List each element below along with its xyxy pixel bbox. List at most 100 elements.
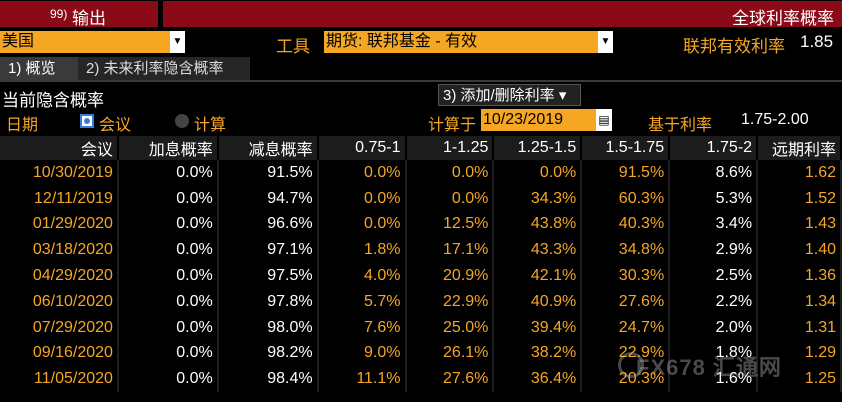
date-label: 日期: [6, 117, 39, 134]
table-cell: 96.6%: [217, 211, 319, 238]
probability-table: 会议 加息概率 减息概率 0.75-1 1-1.25 1.25-1.5 1.5-…: [0, 136, 842, 393]
table-cell: 5.3%: [669, 185, 759, 212]
table-cell: 1.34: [757, 288, 842, 315]
calc-date-input[interactable]: 10/23/2019: [481, 109, 597, 131]
table-row[interactable]: 03/18/2020 0.0% 97.1% 1.8% 17.1% 43.3% 34.8% 2.…: [0, 237, 842, 264]
table-cell: 0.0%: [317, 211, 407, 238]
table-cell: 22.9%: [405, 288, 495, 315]
tab-overview[interactable]: 1) 概览: [0, 57, 80, 80]
tool-select[interactable]: 期货: 联邦基金 - 有效: [324, 31, 599, 53]
meeting-date-cell: 11/05/2020: [0, 366, 119, 393]
table-cell: 12.5%: [405, 211, 495, 238]
column-header[interactable]: 1.75-2: [669, 136, 759, 160]
output-command-button[interactable]: 99) 输出: [0, 1, 158, 28]
table-cell: 2.5%: [669, 263, 759, 289]
meeting-date-cell: 09/16/2020: [0, 340, 119, 367]
table-cell: 97.1%: [217, 237, 319, 264]
tool-dropdown-icon[interactable]: ▼: [598, 31, 613, 53]
title-bar: 全球利率概率: [163, 1, 842, 28]
table-row[interactable]: 07/29/2020 0.0% 98.0% 7.6% 25.0% 39.4% 24.7% 2.…: [0, 314, 842, 341]
table-cell: 34.3%: [493, 185, 583, 212]
table-cell: 11.1%: [317, 366, 407, 393]
table-header-row: 会议 加息概率 减息概率 0.75-1 1-1.25 1.25-1.5 1.5-…: [0, 136, 842, 160]
based-on-rate-value: 1.75-2.00: [741, 111, 809, 128]
table-row[interactable]: 06/10/2020 0.0% 97.8% 5.7% 22.9% 40.9% 27.6% 2.…: [0, 288, 842, 315]
meeting-date-cell: 07/29/2020: [0, 314, 119, 341]
section-title: 当前隐含概率: [2, 91, 104, 110]
table-cell: 0.0%: [117, 263, 219, 289]
meeting-date-cell: 03/18/2020: [0, 237, 119, 264]
table-cell: 0.0%: [405, 185, 495, 212]
table-cell: 7.6%: [317, 314, 407, 341]
table-body: 10/30/2019 0.0% 91.5% 0.0% 0.0% 0.0% 91.5% 8.6%…: [0, 160, 842, 393]
watermark: FX678 汇通网: [636, 355, 782, 380]
table-row[interactable]: 12/11/2019 0.0% 94.7% 0.0% 0.0% 34.3% 60.3% 5.3…: [0, 185, 842, 212]
table-cell: 1.25: [757, 366, 842, 393]
table-cell: 39.4%: [493, 314, 583, 341]
column-header[interactable]: 远期利率: [757, 136, 842, 160]
table-cell: 1.8%: [669, 340, 759, 367]
table-row[interactable]: 09/16/2020 0.0% 98.2% 9.0% 26.1% 38.2% 22.9% 1.…: [0, 340, 842, 367]
column-header[interactable]: 加息概率: [117, 136, 219, 160]
table-cell: 97.8%: [217, 288, 319, 315]
table-cell: 36.4%: [493, 366, 583, 393]
meeting-radio-label[interactable]: 会议: [99, 117, 132, 134]
table-cell: 0.0%: [117, 237, 219, 264]
table-cell: 0.0%: [493, 160, 583, 186]
column-header[interactable]: 1-1.25: [405, 136, 495, 160]
calc-on-label: 计算于: [428, 117, 477, 134]
table-cell: 38.2%: [493, 340, 583, 367]
table-row[interactable]: 01/29/2020 0.0% 96.6% 0.0% 12.5% 43.8% 40.3% 3.…: [0, 211, 842, 238]
command-number: 99): [50, 7, 68, 21]
calc-radio[interactable]: [175, 114, 189, 128]
table-cell: 91.5%: [581, 160, 671, 186]
table-cell: 91.5%: [217, 160, 319, 186]
table-cell: 0.0%: [117, 160, 219, 186]
column-header[interactable]: 1.25-1.5: [493, 136, 583, 160]
table-cell: 1.6%: [669, 366, 759, 393]
table-cell: 1.43: [757, 211, 842, 238]
table-row[interactable]: 10/30/2019 0.0% 91.5% 0.0% 0.0% 0.0% 91.5% 8.6%…: [0, 160, 842, 186]
table-cell: 1.62: [757, 160, 842, 186]
column-header[interactable]: 会议: [0, 136, 119, 160]
watermark-logo-icon: [618, 352, 644, 378]
meeting-date-cell: 01/29/2020: [0, 211, 119, 238]
column-header[interactable]: 1.5-1.75: [581, 136, 671, 160]
table-cell: 24.7%: [581, 314, 671, 341]
table-cell: 4.0%: [317, 263, 407, 289]
table-cell: 0.0%: [317, 160, 407, 186]
column-header[interactable]: 减息概率: [217, 136, 319, 160]
meeting-date-cell: 10/30/2019: [0, 160, 119, 186]
table-cell: 3.4%: [669, 211, 759, 238]
table-cell: 2.9%: [669, 237, 759, 264]
table-cell: 94.7%: [217, 185, 319, 212]
table-cell: 9.0%: [317, 340, 407, 367]
table-cell: 1.36: [757, 263, 842, 289]
table-cell: 20.9%: [405, 263, 495, 289]
table-cell: 34.8%: [581, 237, 671, 264]
tab-future-implied-probability[interactable]: 2) 未来利率隐含概率: [78, 57, 250, 80]
table-row[interactable]: 04/29/2020 0.0% 97.5% 4.0% 20.9% 42.1% 30.3% 2.…: [0, 263, 842, 289]
calc-radio-label[interactable]: 计算: [194, 117, 227, 134]
calendar-icon[interactable]: ▤: [596, 109, 612, 131]
table-cell: 25.0%: [405, 314, 495, 341]
table-cell: 1.52: [757, 185, 842, 212]
tab-divider: [0, 80, 842, 82]
based-on-rate-label: 基于利率: [648, 117, 713, 134]
table-cell: 1.29: [757, 340, 842, 367]
column-header[interactable]: 0.75-1: [317, 136, 407, 160]
app-title: 全球利率概率: [732, 9, 834, 28]
table-cell: 98.2%: [217, 340, 319, 367]
country-dropdown-icon[interactable]: ▼: [170, 31, 185, 53]
add-remove-rate-button[interactable]: 3) 添加/删除利率 ▾: [438, 84, 581, 106]
country-select[interactable]: 美国: [0, 31, 172, 53]
table-cell: 97.5%: [217, 263, 319, 289]
command-label: 输出: [72, 9, 106, 28]
table-cell: 60.3%: [581, 185, 671, 212]
table-row[interactable]: 11/05/2020 0.0% 98.4% 11.1% 27.6% 36.4% 20.3% 1…: [0, 366, 842, 393]
effective-rate-value: 1.85: [800, 32, 834, 51]
meeting-date-cell: 12/11/2019: [0, 185, 119, 212]
meeting-date-cell: 06/10/2020: [0, 288, 119, 315]
table-cell: 0.0%: [117, 211, 219, 238]
table-cell: 8.6%: [669, 160, 759, 186]
